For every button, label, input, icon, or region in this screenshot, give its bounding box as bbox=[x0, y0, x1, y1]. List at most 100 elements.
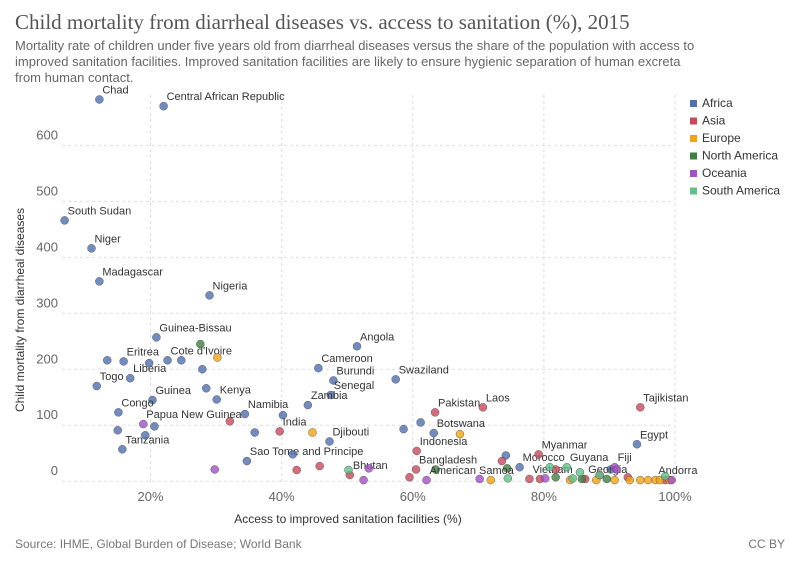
point bbox=[198, 365, 207, 374]
point-label: Burundi bbox=[336, 365, 374, 377]
x-tick-label: 40% bbox=[269, 489, 295, 504]
point-label: Egypt bbox=[640, 429, 668, 441]
point-label: Botswana bbox=[437, 418, 486, 430]
point bbox=[326, 390, 336, 400]
point-label: Georgia bbox=[588, 464, 628, 476]
point bbox=[250, 428, 259, 437]
point-label: Bangladesh bbox=[419, 454, 477, 466]
point bbox=[502, 464, 512, 473]
legend-swatch bbox=[690, 135, 697, 142]
point bbox=[660, 471, 670, 481]
point bbox=[119, 357, 128, 366]
y-tick-label: 400 bbox=[36, 239, 58, 254]
chart-title: Child mortality from diarrheal diseases … bbox=[15, 10, 630, 34]
point bbox=[92, 381, 101, 391]
point bbox=[602, 474, 612, 484]
point-label: Congo bbox=[121, 397, 153, 409]
point bbox=[141, 431, 150, 440]
point bbox=[643, 475, 653, 485]
point-label: Morocco bbox=[523, 452, 565, 464]
point-label: India bbox=[283, 416, 308, 428]
point bbox=[242, 456, 252, 466]
point-label: Niger bbox=[95, 233, 122, 245]
point bbox=[399, 424, 408, 434]
point-label: Laos bbox=[486, 392, 510, 404]
point bbox=[118, 445, 127, 454]
point-label: Indonesia bbox=[420, 436, 469, 448]
point bbox=[545, 463, 554, 472]
point bbox=[314, 363, 323, 373]
point bbox=[636, 403, 645, 412]
point bbox=[422, 475, 431, 485]
point bbox=[595, 470, 604, 480]
point bbox=[292, 465, 301, 475]
point bbox=[288, 450, 297, 459]
point bbox=[562, 463, 572, 472]
point bbox=[391, 375, 400, 384]
point-label: Eritrea bbox=[127, 346, 160, 358]
point bbox=[525, 474, 534, 484]
point bbox=[202, 384, 211, 393]
point-label: Kenya bbox=[220, 384, 252, 396]
x-tick-label: 20% bbox=[137, 489, 163, 504]
point-label: Angola bbox=[360, 331, 395, 343]
point bbox=[95, 95, 104, 104]
legend-swatch bbox=[690, 187, 697, 195]
point-label: Fiji bbox=[618, 452, 632, 464]
point bbox=[636, 475, 645, 485]
point bbox=[478, 403, 488, 412]
point-label: Cameroon bbox=[321, 353, 372, 365]
legend-label: Europe bbox=[702, 131, 741, 145]
point bbox=[225, 417, 235, 426]
point bbox=[278, 410, 288, 420]
point bbox=[212, 395, 221, 404]
x-tick-label: 60% bbox=[400, 489, 426, 504]
point bbox=[405, 473, 414, 482]
legend-label: South America bbox=[702, 184, 780, 198]
point-label: Guinea-Bissau bbox=[159, 322, 231, 334]
point-label: Madagascar bbox=[102, 266, 163, 278]
legend-label: Africa bbox=[702, 96, 733, 110]
point bbox=[667, 475, 676, 485]
legend-label: Oceania bbox=[702, 166, 747, 180]
point bbox=[359, 475, 368, 485]
point bbox=[163, 356, 172, 365]
legend-label: Asia bbox=[702, 114, 726, 128]
point-label: Swaziland bbox=[399, 364, 449, 376]
legend-label: North America bbox=[702, 149, 778, 163]
point-label: Namibia bbox=[248, 399, 289, 411]
point-label: South Sudan bbox=[68, 205, 132, 217]
point bbox=[240, 409, 250, 419]
point bbox=[60, 216, 69, 225]
point bbox=[352, 342, 362, 351]
point bbox=[486, 475, 495, 485]
x-tick-label: 100% bbox=[658, 489, 692, 504]
point bbox=[210, 465, 219, 474]
point-label: Guinea bbox=[155, 385, 191, 397]
point bbox=[412, 446, 421, 456]
point bbox=[515, 463, 524, 472]
y-axis-label: Child mortality from diarrheal diseases bbox=[13, 208, 27, 412]
point bbox=[497, 456, 507, 466]
source: Source: IHME, Global Burden of Disease; … bbox=[15, 537, 303, 551]
point bbox=[610, 475, 619, 485]
legend-swatch bbox=[690, 152, 697, 160]
y-tick-label: 500 bbox=[36, 183, 58, 198]
point-label: Nigeria bbox=[213, 280, 249, 292]
point bbox=[455, 429, 465, 439]
point bbox=[416, 418, 425, 427]
point bbox=[152, 333, 161, 342]
point bbox=[475, 474, 484, 484]
point bbox=[430, 408, 440, 417]
x-axis-label: Access to improved sanitation facilities… bbox=[234, 512, 461, 526]
legend-swatch bbox=[690, 100, 697, 107]
point bbox=[540, 474, 550, 483]
point-label: Togo bbox=[100, 371, 124, 383]
point bbox=[177, 356, 186, 365]
point bbox=[315, 461, 324, 471]
point-label: Papua New Guinea bbox=[146, 409, 242, 421]
point bbox=[159, 101, 168, 111]
point-label: Pakistan bbox=[438, 397, 480, 409]
y-tick-label: 200 bbox=[36, 351, 58, 366]
